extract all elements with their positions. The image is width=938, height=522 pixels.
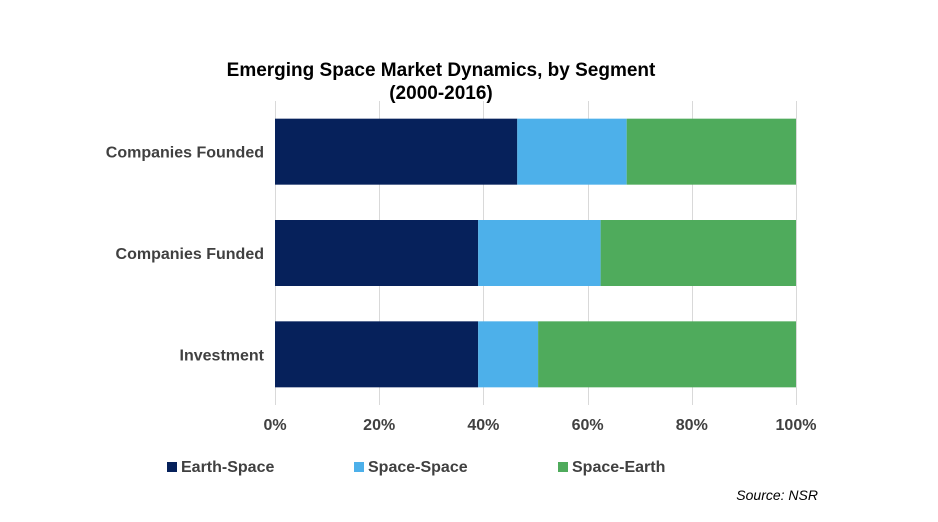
bar-investment-earth-space <box>275 321 479 388</box>
bar-companies-founded-space-space <box>517 118 627 185</box>
chart-title: Emerging Space Market Dynamics, by Segme… <box>227 60 656 81</box>
category-label: Companies Founded <box>106 145 264 162</box>
x-tick-labels: 0% 20% 40% 60% 80% 100% <box>263 417 816 434</box>
legend-label: Space-Earth <box>572 459 665 476</box>
bar-companies-founded-earth-space <box>275 118 518 185</box>
x-tick-label: 60% <box>572 417 604 434</box>
bar-investment-space-space <box>478 321 539 388</box>
legend-swatch-space-earth <box>558 462 568 472</box>
category-label: Investment <box>180 347 265 364</box>
x-tick-label: 80% <box>676 417 708 434</box>
category-label: Companies Funded <box>116 246 264 263</box>
bars <box>275 118 796 388</box>
legend-label: Space-Space <box>368 459 468 476</box>
legend-swatch-earth-space <box>167 462 177 472</box>
x-tick-label: 40% <box>467 417 499 434</box>
bar-investment-space-earth <box>538 321 796 388</box>
legend: Earth-Space Space-Space Space-Earth <box>167 459 665 476</box>
legend-swatch-space-space <box>354 462 364 472</box>
bar-companies-funded-earth-space <box>275 220 479 286</box>
legend-label: Earth-Space <box>181 459 274 476</box>
bar-companies-funded-space-earth <box>600 220 796 286</box>
bar-companies-funded-space-space <box>478 220 601 286</box>
x-tick-label: 20% <box>363 417 395 434</box>
x-tick-label: 0% <box>263 417 286 434</box>
bar-companies-founded-space-earth <box>626 118 796 185</box>
source-note: Source: NSR <box>736 487 818 503</box>
chart-subtitle: (2000-2016) <box>389 83 493 104</box>
x-tick-label: 100% <box>776 417 817 434</box>
category-labels: Companies Founded Companies Funded Investm… <box>106 145 265 365</box>
